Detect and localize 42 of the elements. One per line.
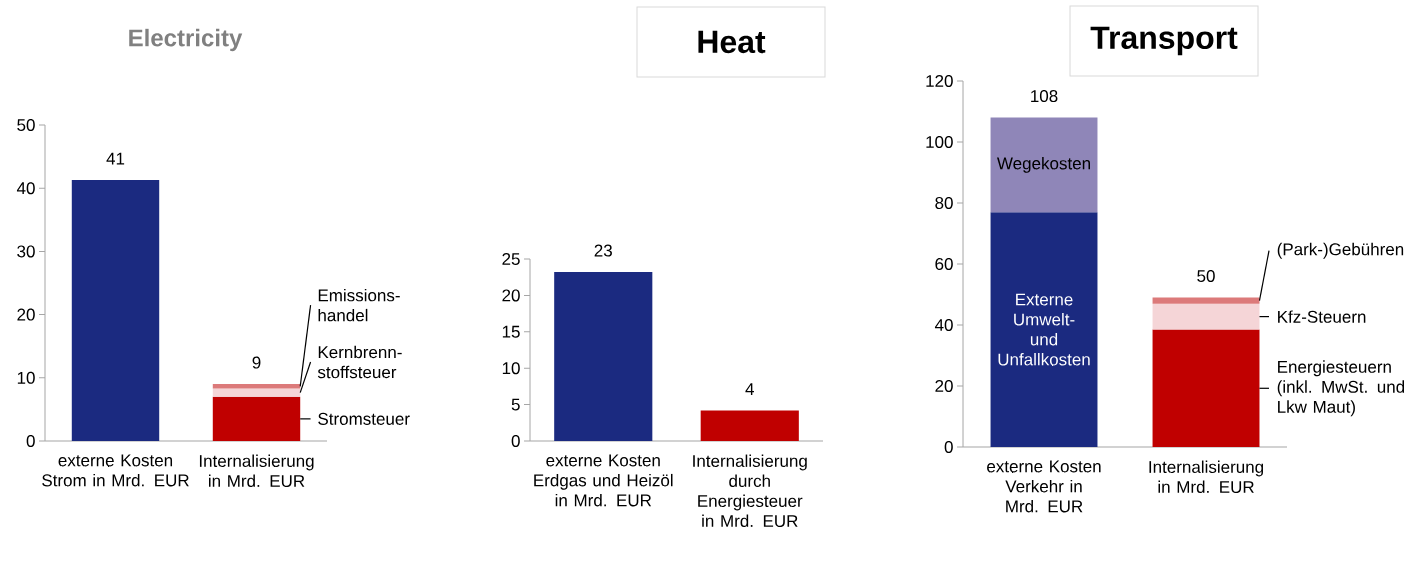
- y-tick-label: 50: [17, 118, 35, 132]
- text: Emissions-handel: [318, 288, 400, 322]
- y-tick-label: 40: [16, 182, 35, 195]
- total-label: 9: [252, 356, 261, 369]
- chart-title: Heat: [698, 30, 766, 54]
- data-label: 4: [745, 383, 754, 395]
- y-tick-label: 80: [935, 196, 953, 210]
- y-tick-label: 5: [511, 398, 520, 411]
- series-label: Energiesteuern (inkl. MwSt. und Lkw Maut): [1277, 360, 1405, 417]
- y-tick-label: 30: [17, 245, 35, 258]
- total-label: 50: [1197, 269, 1215, 283]
- y-tick-label: 25: [502, 252, 520, 266]
- chart-title: Transport: [1090, 26, 1238, 56]
- series-label: Stromsteuer: [318, 412, 410, 425]
- total-label: 108: [1031, 90, 1058, 103]
- y-tick-label: 60: [935, 257, 953, 271]
- series-label: Externe Umwelt- und Unfallkosten: [998, 293, 1090, 366]
- y-tick-label: 0: [944, 440, 953, 454]
- y-tick-label: 40: [934, 318, 953, 332]
- y-tick-label: 15: [502, 325, 520, 338]
- y-tick-label: 0: [511, 434, 520, 448]
- y-tick-label: 20: [935, 379, 953, 393]
- y-tick-label: 10: [502, 362, 520, 375]
- data-label: 23: [594, 244, 612, 257]
- x-tick-label: externe Kosten Strom in Mrd. EUR: [42, 454, 189, 487]
- y-tick-label: 0: [26, 434, 35, 448]
- series-label: Kernbrenn-stoffsteuer: [317, 345, 402, 379]
- chart-title: Electricity: [129, 28, 243, 52]
- series-label: Kfz-Steuern: [1278, 310, 1366, 323]
- series-label: Wegekosten: [997, 156, 1090, 173]
- x-tick-label: externe Kosten Erdgas und Heizöl in Mrd. EUR: [534, 454, 673, 507]
- x-tick-label: Internalisierung in Mrd. EUR: [1149, 460, 1264, 494]
- x-tick-label: Internalisierung durch Energiesteuer in Mrd. EUR: [693, 454, 807, 528]
- y-tick-label: 20: [502, 289, 520, 302]
- y-tick-label: 10: [17, 371, 35, 384]
- y-tick-label: 20: [17, 308, 35, 321]
- y-tick-label: 120: [926, 74, 953, 88]
- x-tick-label: externe Kosten Verkehr in Mrd. EUR: [987, 460, 1101, 513]
- total-label: 41: [106, 152, 125, 165]
- text: (Park-)Gebühren: [1277, 242, 1404, 259]
- y-tick-label: 100: [926, 135, 953, 149]
- x-tick-label: Internalisierung in Mrd. EUR: [199, 454, 314, 488]
